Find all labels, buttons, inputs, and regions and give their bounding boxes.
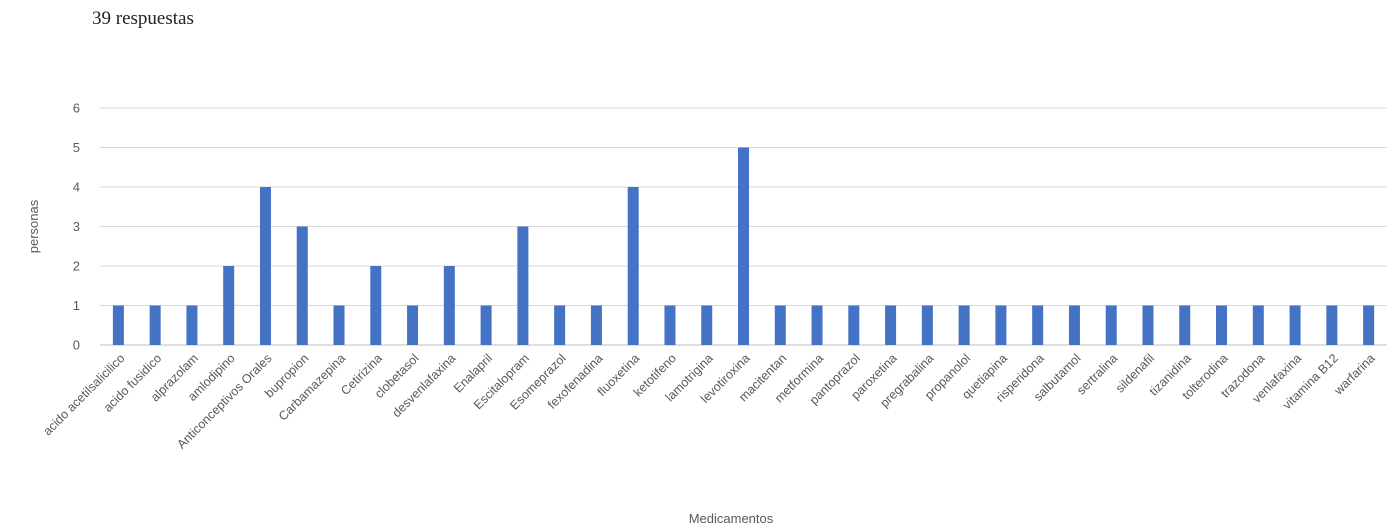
y-tick-label: 1: [73, 298, 80, 313]
y-tick-labels: 0 1 2 3 4 5 6: [73, 101, 80, 353]
bar: [958, 305, 970, 345]
x-tick-label: Carbamazepina: [276, 351, 348, 423]
bars: [112, 147, 1375, 345]
bar: [885, 305, 897, 345]
y-tick-label: 3: [73, 219, 80, 234]
bar: [296, 226, 308, 345]
y-tick-label: 5: [73, 140, 80, 155]
bar: [738, 147, 749, 345]
bar: [811, 305, 823, 345]
bar: [1105, 305, 1117, 345]
bar: [774, 305, 786, 345]
bar: [112, 305, 124, 345]
y-axis-title: personas: [26, 199, 41, 253]
y-tick-label: 0: [73, 338, 80, 353]
bar: [1068, 305, 1080, 345]
bar: [1179, 305, 1191, 345]
bar: [1363, 305, 1375, 345]
bar: [701, 305, 713, 345]
bar: [921, 305, 933, 345]
bar: [1252, 305, 1264, 345]
bar: [590, 305, 602, 345]
bar: [333, 305, 345, 345]
responses-count: 39 respuestas: [92, 8, 194, 29]
bar: [1289, 305, 1301, 345]
bar: [1326, 305, 1338, 345]
bar: [1032, 305, 1044, 345]
bar: [186, 305, 198, 345]
y-tick-label: 4: [73, 180, 80, 195]
y-tick-label: 2: [73, 259, 80, 274]
bar: [1142, 305, 1154, 345]
y-tick-label: 6: [73, 101, 80, 116]
bar: [480, 305, 492, 345]
bar: [259, 187, 271, 345]
bar: [407, 305, 419, 345]
x-tick-label: desvenlafaxina: [390, 351, 459, 420]
bar: [627, 187, 639, 345]
x-axis-title: Medicamentos: [689, 511, 774, 526]
bar: [554, 305, 566, 345]
bar: [370, 266, 382, 345]
bar: [664, 305, 676, 345]
bar: [995, 305, 1007, 345]
bar: [1216, 305, 1228, 345]
bar: [517, 226, 529, 345]
bar: [149, 305, 161, 345]
bar: [223, 266, 235, 345]
x-tick-label: sertralina: [1074, 351, 1120, 397]
bar: [443, 266, 455, 345]
bar: [848, 305, 860, 345]
